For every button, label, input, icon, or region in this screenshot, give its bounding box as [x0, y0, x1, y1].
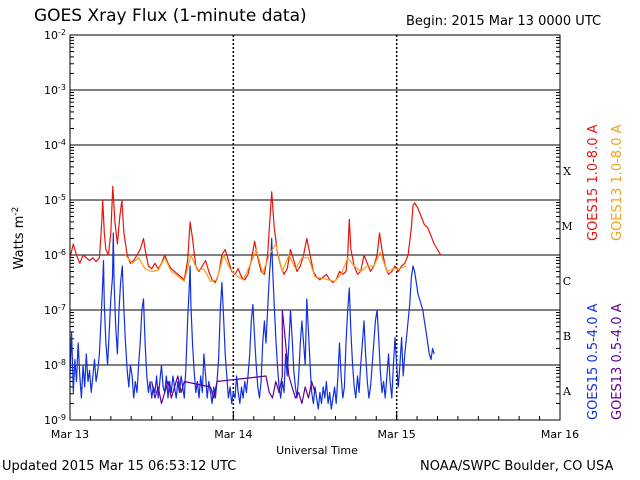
y-axis-label: Watts m-2: [11, 207, 27, 270]
legend-entry: GOES15 0.5-4.0 A: [586, 303, 601, 420]
flare-class-B: B: [563, 330, 571, 343]
flare-class-C: C: [563, 275, 571, 288]
x-axis-ticks: Mar 13 Mar 14 Mar 15 Mar 16: [51, 412, 579, 441]
legend: GOES15 1.0-8.0 A GOES13 1.0-8.0 A GOES15 0…: [586, 124, 625, 420]
flare-class-X: X: [563, 165, 571, 178]
flare-class-labels: A B C M X: [561, 165, 572, 398]
series-line-goes15-1-0-8-0-a: [69, 185, 442, 284]
y-tick-label: 10-2: [44, 28, 66, 43]
series-line-goes13-1-0-8-0-a: [125, 243, 407, 282]
begin-time-label: Begin: 2015 Mar 13 0000 UTC: [406, 14, 602, 29]
x-axis-label: Universal Time: [276, 444, 358, 457]
y-tick-label: 10-5: [44, 193, 66, 208]
chart-series: [69, 185, 442, 410]
y-tick-label: 10-9: [44, 413, 66, 428]
y-axis-ticks: 10-9 10-8 10-7 10-6 10-5 10-4 10-3 10-2: [44, 28, 560, 428]
credit-label: NOAA/SWPC Boulder, CO USA: [420, 459, 614, 474]
chart-title: GOES Xray Flux (1-minute data): [34, 6, 307, 26]
series-line-goes13-0-5-4-0-a: [151, 309, 316, 405]
legend-entry: GOES13 0.5-4.0 A: [610, 303, 625, 420]
y-tick-label: 10-3: [44, 83, 66, 98]
y-tick-label: 10-8: [44, 358, 66, 373]
y-tick-label: 10-7: [44, 303, 66, 318]
x-tick-label: Mar 14: [214, 428, 252, 441]
x-tick-label: Mar 16: [541, 428, 579, 441]
plot-frame: [69, 34, 561, 421]
flare-class-A: A: [562, 385, 572, 398]
y-tick-label: 10-4: [44, 138, 66, 153]
updated-timestamp: Updated 2015 Mar 15 06:53:12 UTC: [2, 459, 237, 474]
y-tick-label: 10-6: [44, 248, 66, 263]
x-tick-label: Mar 15: [378, 428, 416, 441]
series-line-goes15-0-5-4-0-a: [69, 232, 435, 410]
flare-class-M: M: [561, 220, 572, 233]
legend-entry: GOES13 1.0-8.0 A: [610, 124, 625, 241]
chart-grid: [70, 35, 560, 420]
legend-entry: GOES15 1.0-8.0 A: [586, 124, 601, 241]
x-tick-label: Mar 13: [51, 428, 89, 441]
